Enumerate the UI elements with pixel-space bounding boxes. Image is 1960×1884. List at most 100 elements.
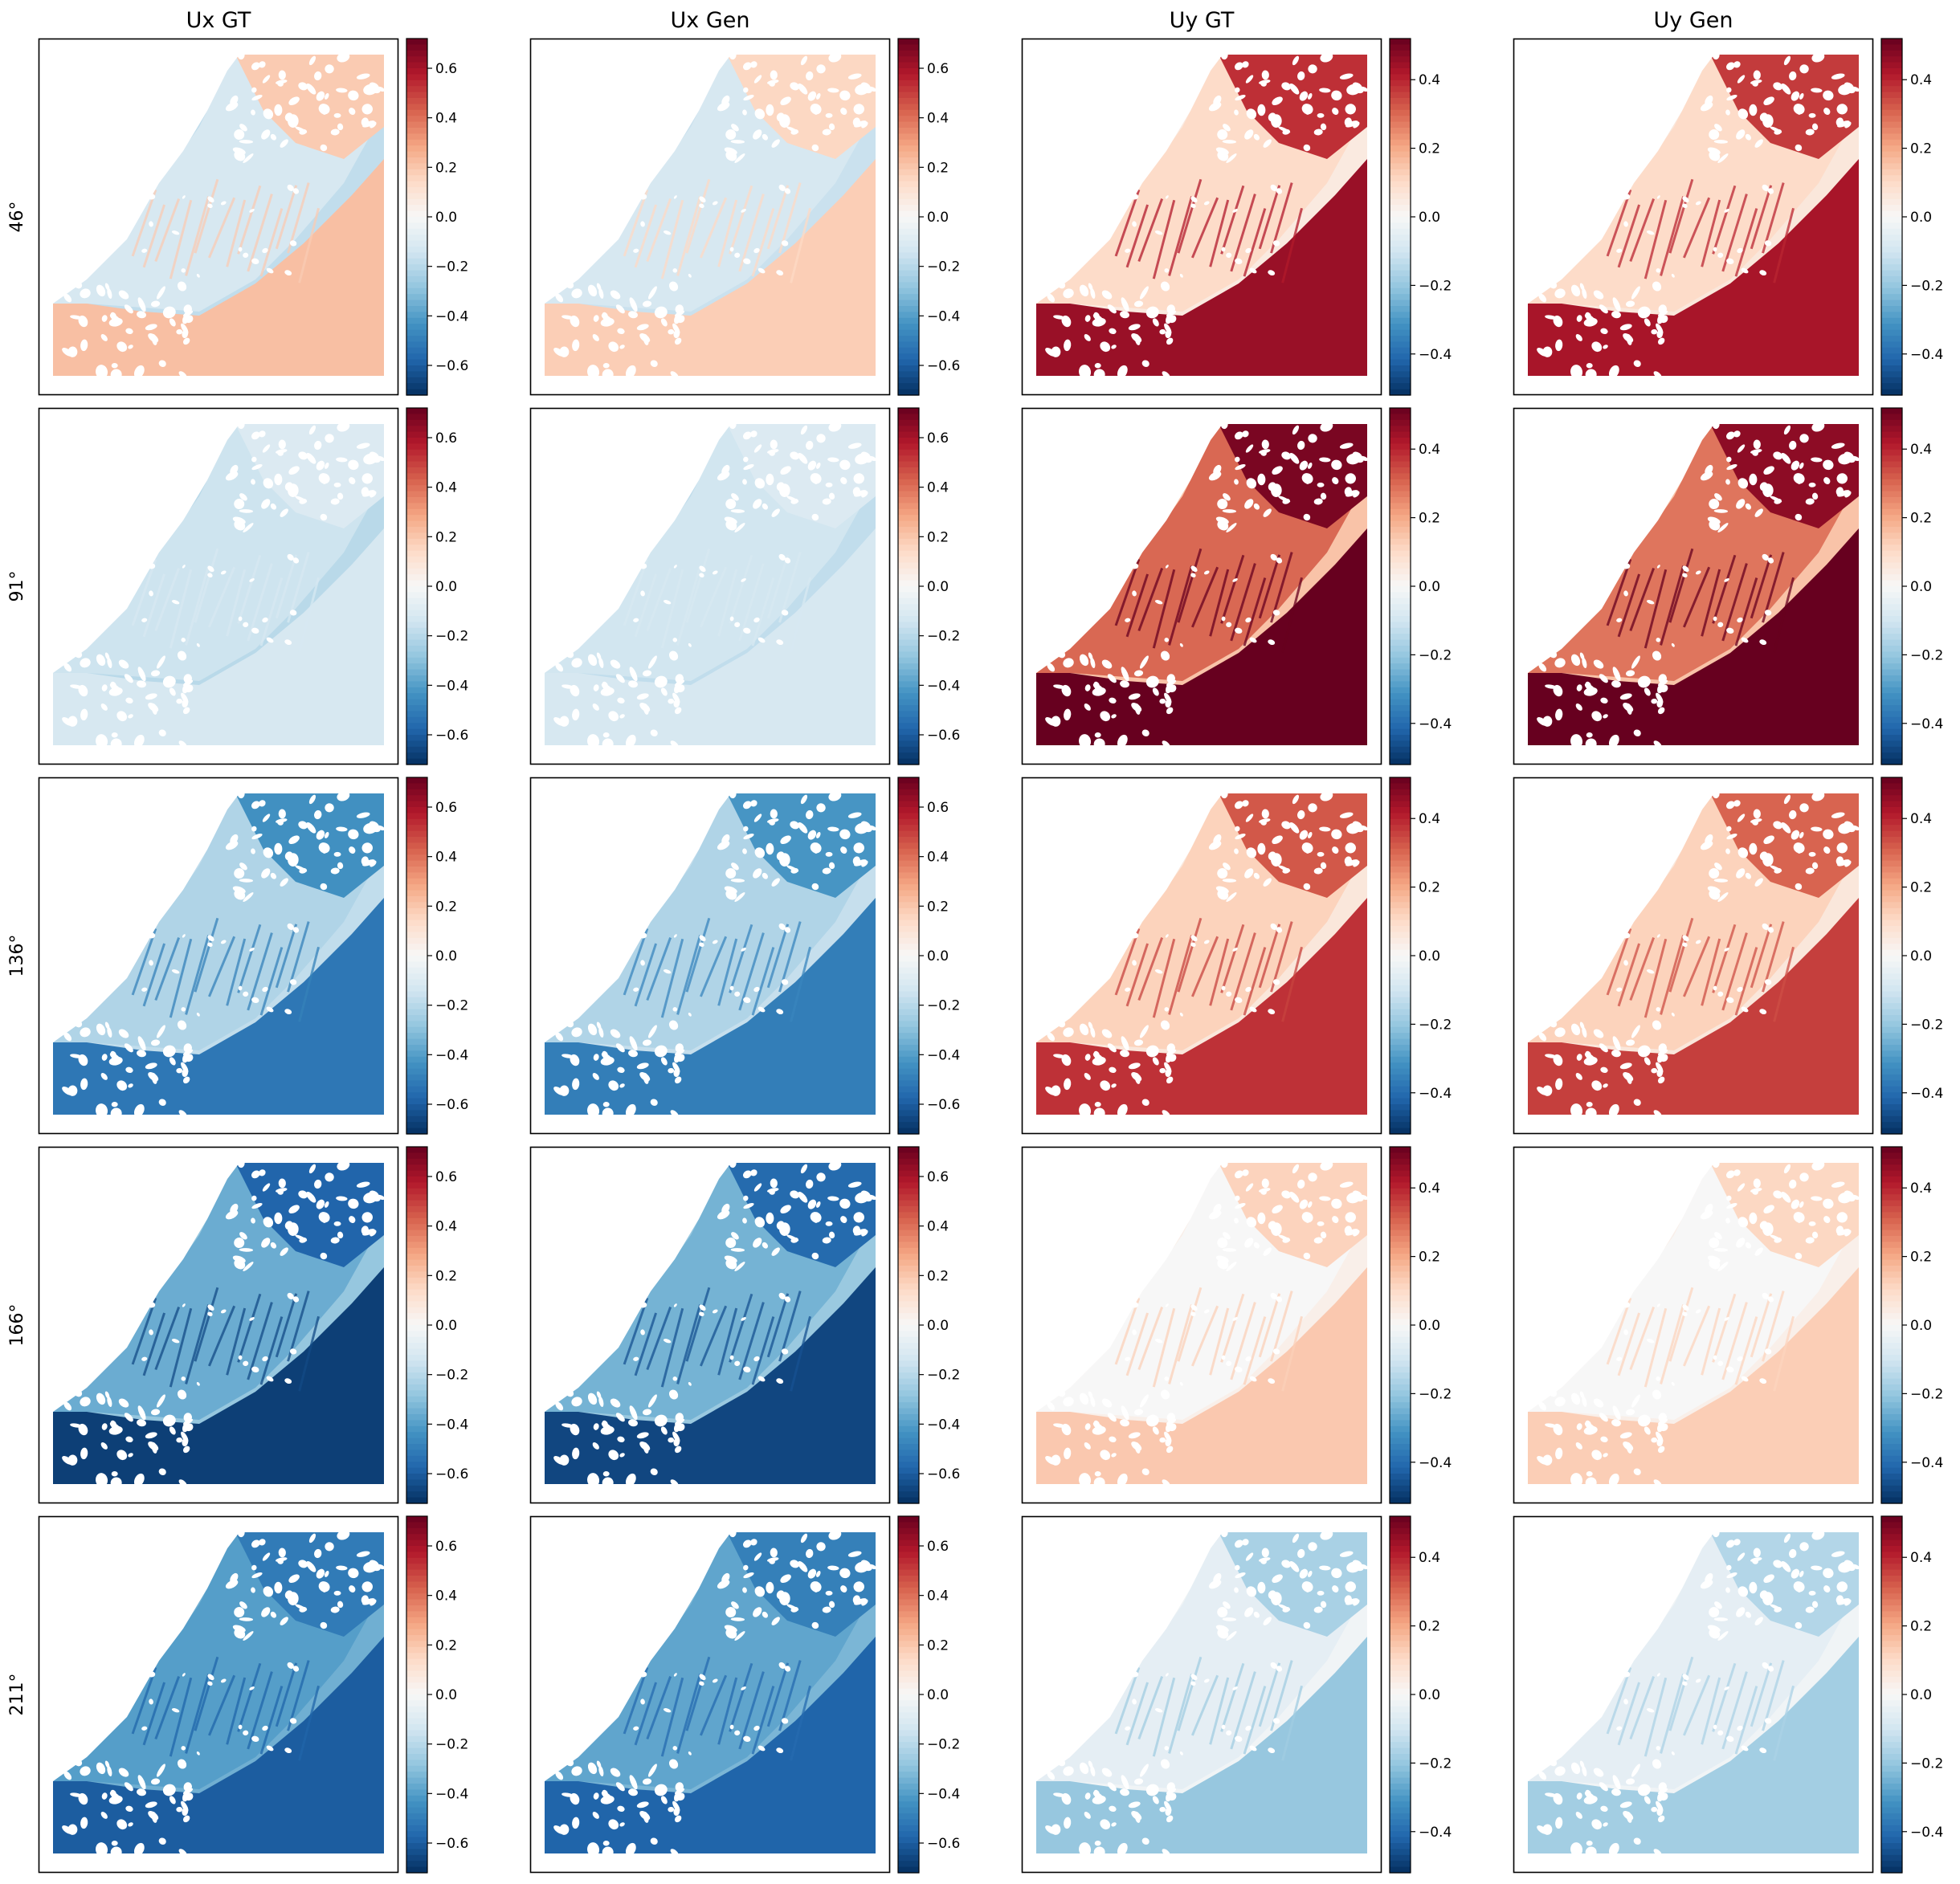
building-gap bbox=[299, 128, 307, 135]
colorbar-segment bbox=[406, 145, 427, 153]
building-gap bbox=[1726, 1202, 1737, 1209]
building-gap bbox=[80, 1447, 88, 1460]
field-streak bbox=[676, 196, 702, 276]
building-gap bbox=[1726, 463, 1737, 471]
colorbar-segment bbox=[1881, 1026, 1902, 1034]
building-gap bbox=[96, 365, 108, 379]
building-gap bbox=[1576, 315, 1582, 322]
colorbar-segment bbox=[406, 1670, 427, 1678]
colorbar-r1-c4: −0.4−0.20.00.20.4 bbox=[1880, 38, 1943, 396]
colorbar-segment bbox=[1390, 228, 1411, 235]
colorbar-segment bbox=[1881, 1366, 1902, 1373]
field-streak bbox=[1152, 1307, 1176, 1388]
building-gap bbox=[116, 1450, 128, 1461]
field-streak bbox=[1721, 1302, 1748, 1380]
building-gap bbox=[356, 1551, 370, 1557]
colorbar-segment bbox=[1881, 1700, 1902, 1707]
colorbar-tick-label: 0.0 bbox=[435, 1687, 457, 1703]
colorbar-tick-label: 0.6 bbox=[927, 61, 949, 77]
outside-domain bbox=[530, 39, 890, 304]
panel-r3-c3 bbox=[1021, 777, 1382, 1135]
building-gap bbox=[587, 1473, 600, 1487]
colorbar-segment bbox=[898, 1854, 919, 1862]
colorbar-segment bbox=[1390, 1254, 1411, 1261]
building-gap bbox=[1633, 729, 1641, 736]
colorbar-segment bbox=[898, 1539, 919, 1547]
building-gap bbox=[1631, 286, 1640, 300]
building-gap bbox=[1281, 1190, 1292, 1199]
building-gap bbox=[1799, 832, 1804, 838]
colorbar-segment bbox=[406, 479, 427, 486]
colorbar-segment bbox=[406, 830, 427, 838]
colorbar-tick-label: −0.2 bbox=[927, 259, 960, 275]
building-gap bbox=[633, 248, 639, 253]
outside-domain-bottom bbox=[1513, 745, 1873, 765]
colorbar-segment bbox=[898, 1611, 919, 1618]
building-gap bbox=[336, 1196, 348, 1201]
building-gap bbox=[149, 960, 153, 966]
colorbar-segment bbox=[1881, 1182, 1902, 1189]
colorbar-segment bbox=[406, 1712, 427, 1719]
colorbar-segment bbox=[406, 1050, 427, 1058]
building-gap bbox=[1107, 1043, 1117, 1053]
colorbar-segment bbox=[898, 1467, 919, 1474]
colorbar-segment bbox=[406, 1110, 427, 1117]
colorbar-segment bbox=[898, 377, 919, 384]
colorbar-r2-c2: −0.6−0.4−0.20.00.20.40.6 bbox=[897, 407, 960, 765]
building-gap bbox=[672, 268, 678, 273]
building-gap bbox=[277, 820, 284, 826]
building-gap bbox=[654, 306, 668, 319]
building-gap bbox=[1608, 734, 1619, 748]
colorbar-segment bbox=[406, 1789, 427, 1796]
building-gap bbox=[1712, 1159, 1720, 1168]
colorbar-segment bbox=[1881, 597, 1902, 605]
building-gap bbox=[1234, 109, 1239, 116]
colorbar-segment bbox=[1881, 1331, 1902, 1338]
field-streak bbox=[1168, 1304, 1194, 1384]
colorbar-segment bbox=[1390, 1546, 1411, 1552]
field-streak bbox=[1644, 199, 1668, 279]
building-gap bbox=[1823, 846, 1831, 854]
colorbar-segment bbox=[1390, 1224, 1411, 1231]
building-gap bbox=[1657, 1076, 1665, 1084]
building-gap bbox=[625, 365, 636, 379]
building-gap bbox=[672, 692, 680, 703]
colorbar-segment bbox=[1390, 324, 1411, 331]
building-gap bbox=[1611, 1419, 1621, 1427]
colorbar-segment bbox=[1390, 681, 1411, 688]
building-gap bbox=[1125, 987, 1131, 992]
building-gap bbox=[1836, 1212, 1848, 1223]
building-gap bbox=[67, 346, 78, 357]
colorbar-tick-label: 0.0 bbox=[927, 579, 949, 595]
colorbar-segment bbox=[1881, 443, 1902, 451]
building-gap bbox=[234, 889, 246, 900]
field-streak bbox=[1168, 565, 1194, 646]
building-gap bbox=[1656, 1062, 1664, 1073]
colorbar-tick-label: 0.0 bbox=[1419, 210, 1440, 226]
building-gap bbox=[654, 675, 668, 688]
building-gap bbox=[1332, 108, 1339, 116]
colorbar-segment bbox=[406, 1700, 427, 1707]
building-gap bbox=[636, 693, 649, 700]
building-gap bbox=[289, 1348, 297, 1355]
colorbar-segment bbox=[1881, 1277, 1902, 1284]
colorbar-tick-label: 0.2 bbox=[1419, 880, 1440, 896]
colorbar-segment bbox=[1390, 1414, 1411, 1421]
field-region-town bbox=[1219, 55, 1367, 159]
colorbar-segment bbox=[1881, 1200, 1902, 1207]
building-gap bbox=[608, 711, 619, 722]
colorbar-segment bbox=[898, 68, 919, 75]
colorbar-tick-label: −0.4 bbox=[927, 1047, 960, 1063]
building-gap bbox=[316, 91, 325, 101]
building-gap bbox=[1713, 1248, 1729, 1252]
colorbar-segment bbox=[898, 1569, 919, 1576]
building-gap bbox=[640, 590, 645, 597]
field-streak bbox=[1114, 189, 1141, 257]
colorbar-segment bbox=[1881, 1658, 1902, 1666]
colorbar-tick-label: 0.4 bbox=[1910, 1181, 1932, 1197]
colorbar-tick-label: 0.2 bbox=[1419, 141, 1440, 157]
colorbar-segment bbox=[406, 294, 427, 301]
colorbar-segment bbox=[898, 872, 919, 879]
building-gap bbox=[1733, 61, 1741, 68]
colorbar-tick-label: 0.0 bbox=[435, 948, 457, 964]
